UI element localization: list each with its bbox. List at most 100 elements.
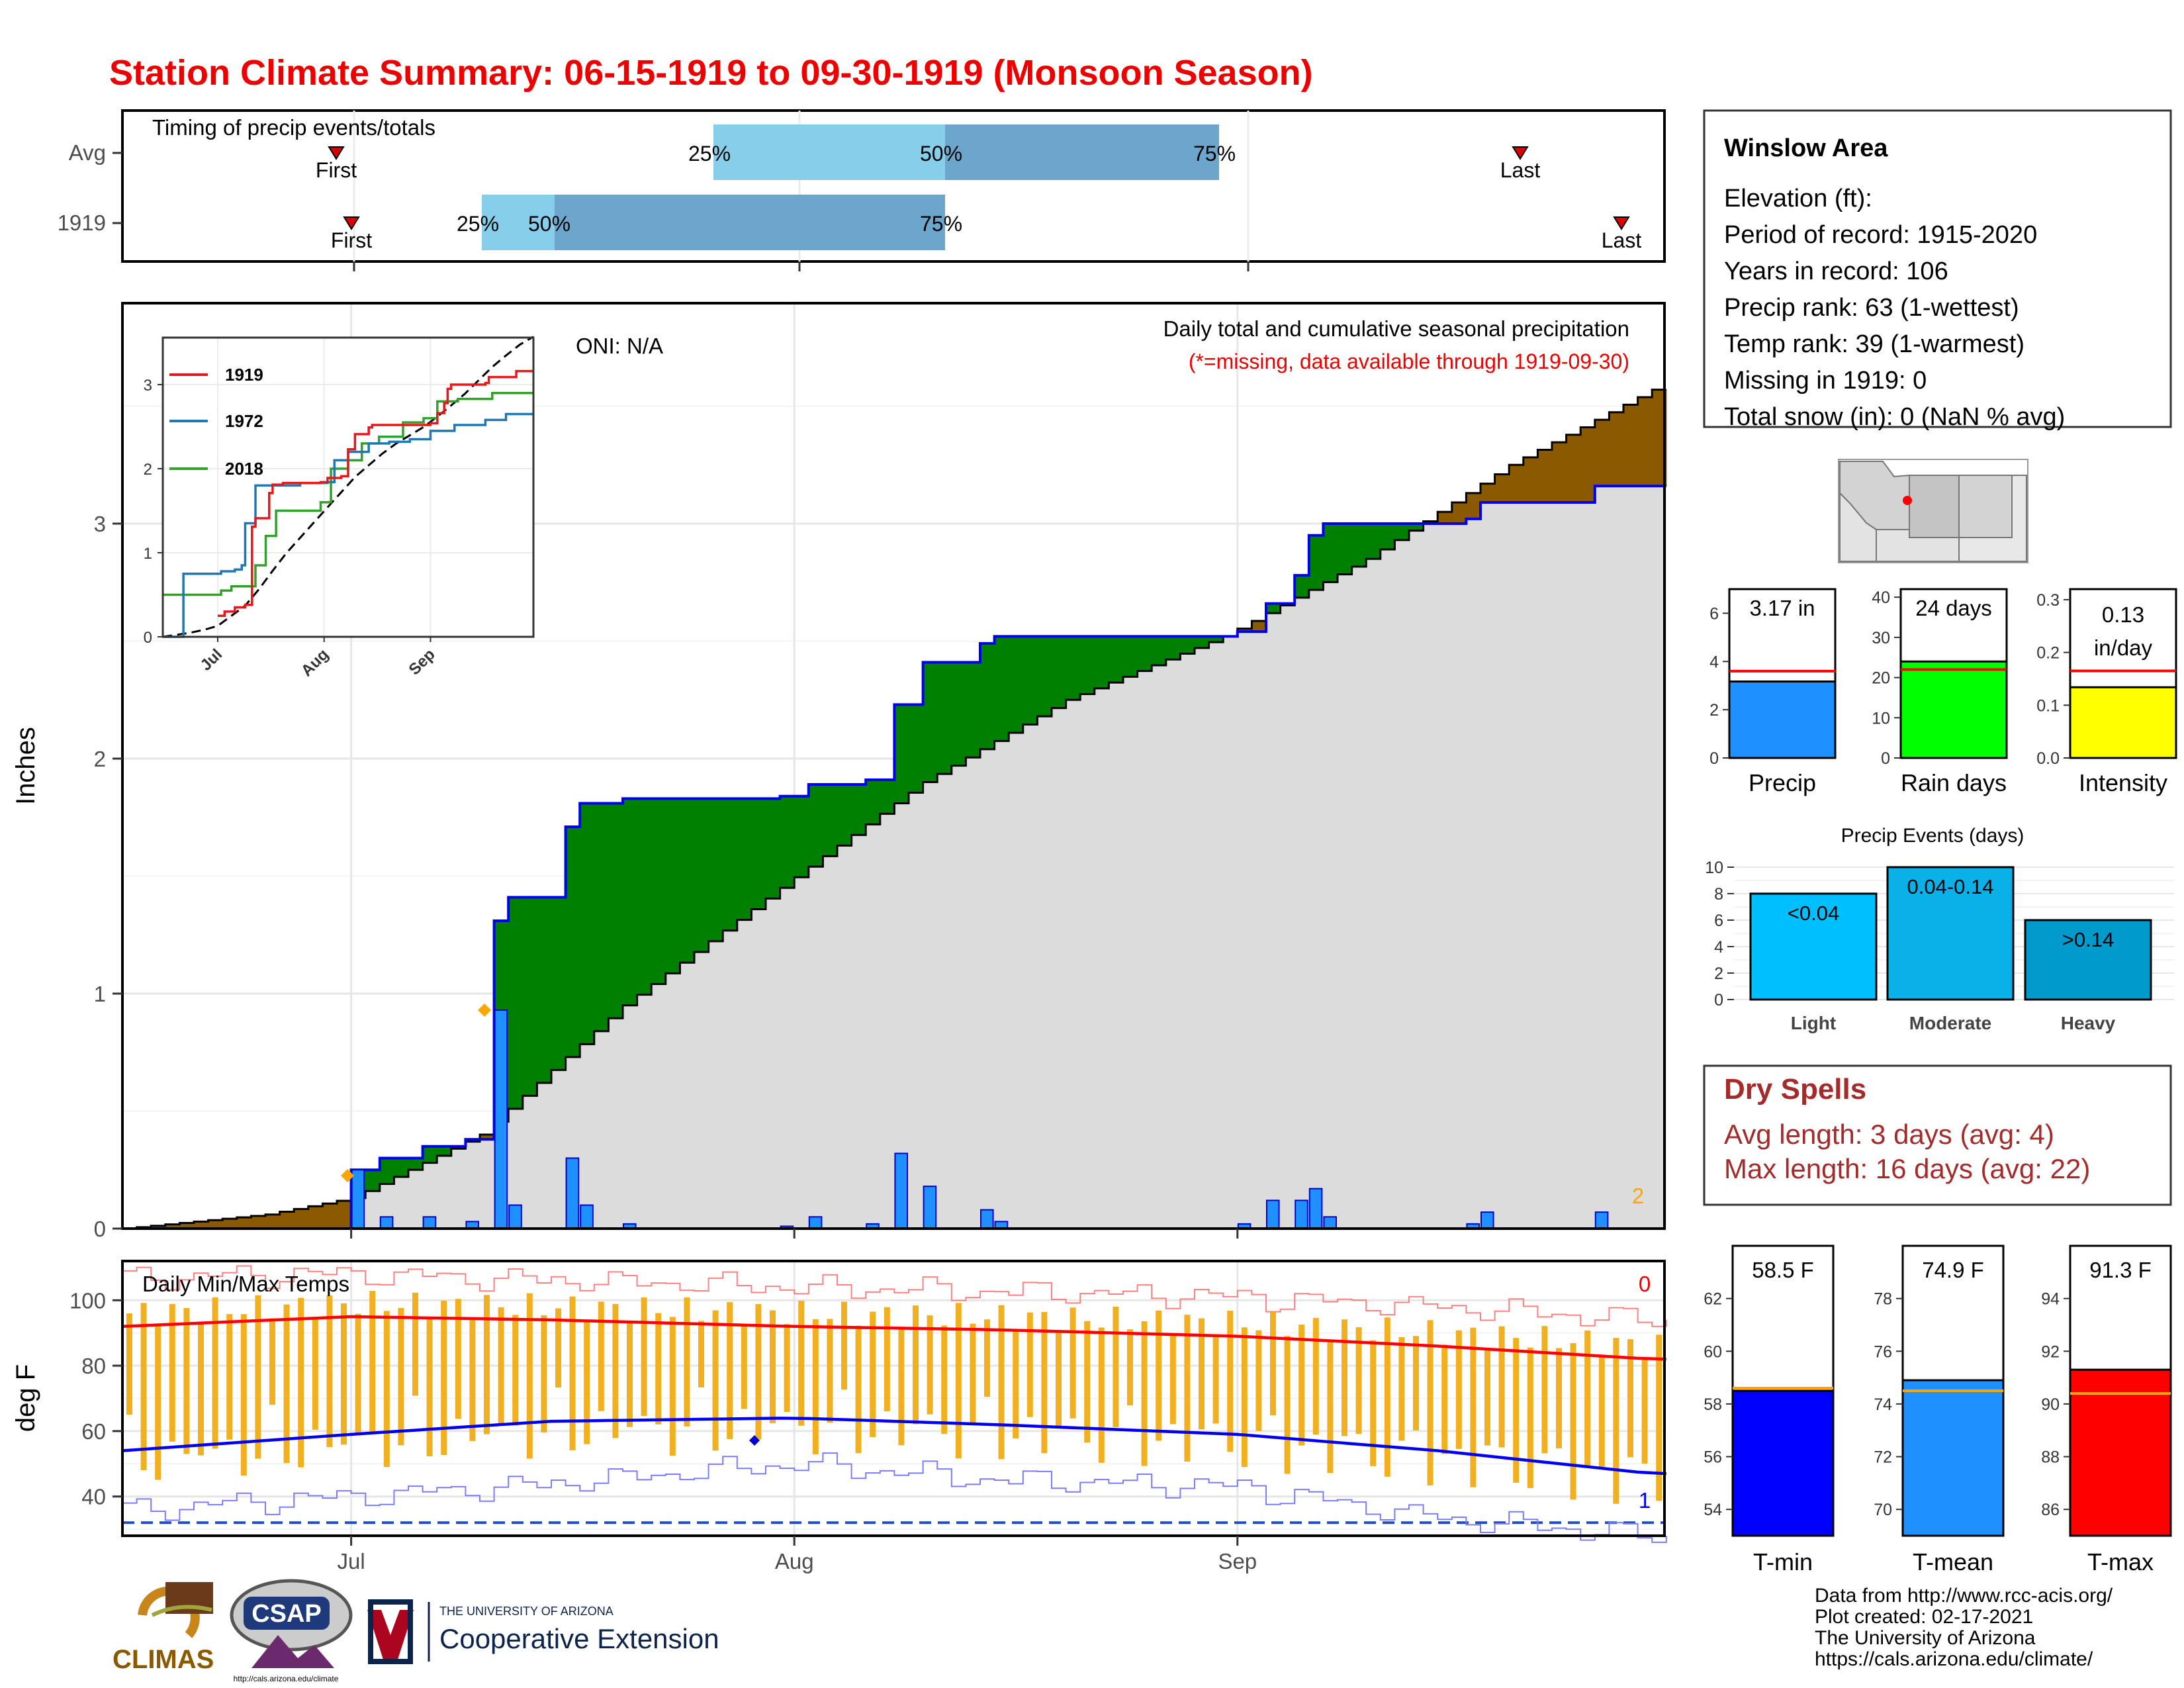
daily-precip-bar xyxy=(923,1186,937,1229)
temp-summary-value: 58.5 F xyxy=(1752,1258,1814,1282)
daily-precip-bar xyxy=(1308,1188,1323,1230)
temp-summary-y-tick-label: 90 xyxy=(2041,1395,2060,1414)
daily-temp-range-bar xyxy=(898,1328,905,1446)
daily-temp-range-bar xyxy=(1384,1317,1390,1477)
daily-temp-range-bar xyxy=(1298,1325,1305,1446)
daily-temp-range-bar xyxy=(355,1313,361,1436)
daily-temp-range-bar xyxy=(1413,1336,1419,1430)
station-info-line: Elevation (ft): xyxy=(1724,185,1872,212)
daily-temp-range-bar xyxy=(598,1301,604,1411)
dry-spells-avg: Avg length: 3 days (avg: 4) xyxy=(1724,1119,2054,1150)
summary-y-tick-label: 0.0 xyxy=(2036,749,2060,768)
daily-temp-range-bar xyxy=(641,1297,647,1416)
daily-temp-range-bar xyxy=(1127,1329,1133,1405)
daily-temp-range-bar xyxy=(1084,1321,1091,1443)
summary-value-unit: in/day xyxy=(2094,635,2153,660)
csap-url: http://cals.arizona.edu/climate xyxy=(234,1674,339,1683)
inset-legend: 1919 1972 2018 xyxy=(169,365,263,479)
summary-bar xyxy=(1899,660,2008,759)
daily-temp-range-bar xyxy=(484,1295,490,1434)
missing-marker-icon xyxy=(341,1169,354,1182)
daily-temp-range-bar xyxy=(1113,1306,1119,1427)
daily-temp-range-bar xyxy=(183,1307,190,1454)
avg-last-label: Last xyxy=(1500,158,1541,182)
summary-chart-precip: 3.17 in 0 2 4 6 Precip xyxy=(1709,588,1837,796)
daily-temp-range-bar xyxy=(412,1292,418,1396)
daily-temp-range-bar xyxy=(441,1300,447,1455)
year-q25-q50-bar xyxy=(482,195,555,250)
daily-precip-bar xyxy=(379,1216,394,1229)
precip-event-label: Light xyxy=(1791,1013,1836,1033)
station-info-box: Winslow Area Elevation (ft): Period of re… xyxy=(1703,109,2172,431)
temp-summary-y-tick-label: 60 xyxy=(1704,1342,1722,1361)
temp-summary-y-tick-label: 62 xyxy=(1704,1290,1722,1309)
daily-precip-bar xyxy=(1594,1211,1609,1230)
timing-panel: Timing of precip events/totals 25% 50% 7… xyxy=(58,109,1666,271)
daily-temp-range-bar xyxy=(1656,1335,1662,1501)
daily-temp-range-bar xyxy=(140,1303,147,1470)
daily-temp-range-bar xyxy=(698,1321,704,1387)
daily-precip-bar xyxy=(565,1157,580,1229)
summary-value-label: 24 days xyxy=(1915,596,1992,620)
avg-q25-q50-bar xyxy=(713,124,945,180)
daily-temp-range-bar xyxy=(827,1319,833,1423)
average-min-line xyxy=(122,1417,1666,1476)
daily-precip-bar xyxy=(494,1009,508,1229)
page-title: Station Climate Summary: 06-15-1919 to 0… xyxy=(109,53,1313,93)
summary-bar-charts: 3.17 in 0 2 4 6 Precip 24 days 0 10 20 30 40 Rain da… xyxy=(1709,588,2177,796)
daily-precip-bar xyxy=(1295,1199,1308,1230)
daily-temp-range-bar xyxy=(1026,1312,1033,1417)
station-info-line: Total snow (in): 0 (NaN % avg) xyxy=(1724,403,2065,431)
temp-label: Daily Min/Max Temps xyxy=(142,1272,349,1296)
summary-chart-rain-days: 24 days 0 10 20 30 40 Rain days xyxy=(1872,588,2008,796)
daily-temp-range-bar xyxy=(1184,1315,1191,1462)
daily-temp-range-bar xyxy=(1455,1330,1462,1449)
daily-temp-range-bar xyxy=(1627,1339,1633,1458)
daily-temp-range-bar xyxy=(955,1303,962,1459)
year-p25-label: 25% xyxy=(457,212,499,236)
year-cumulative-line xyxy=(122,485,1666,1230)
daily-temp-range-bar xyxy=(1255,1330,1262,1431)
inset-y-tick-label: 3 xyxy=(144,377,152,395)
daily-precip-bar xyxy=(508,1204,522,1229)
year-p75-label: 75% xyxy=(920,212,962,236)
precip-event-bar xyxy=(1749,892,1878,1001)
daily-temp-range-bar xyxy=(1098,1327,1105,1463)
csap-text: CSAP xyxy=(251,1600,322,1628)
daily-precip-bar xyxy=(1323,1216,1338,1229)
daily-temp-range-bar xyxy=(255,1295,261,1459)
daily-temp-range-bar xyxy=(627,1321,633,1427)
precip-event-range: <0.04 xyxy=(1788,902,1839,925)
summary-y-tick-label: 2 xyxy=(1709,701,1719,720)
daily-precip-bar xyxy=(894,1152,909,1230)
inset-average-line xyxy=(162,336,534,638)
daily-temp-range-bar xyxy=(1156,1310,1162,1441)
summary-value-label: 3.17 in xyxy=(1749,596,1815,620)
precip-events-title: Precip Events (days) xyxy=(1841,825,2025,847)
summary-y-tick-label: 4 xyxy=(1709,653,1719,671)
daily-temp-range-bar xyxy=(383,1311,390,1468)
summary-value-label: 0.13 xyxy=(2102,602,2144,627)
month-label: Jul xyxy=(338,1549,365,1573)
y-tick-label: 0 xyxy=(94,1217,106,1241)
daily-temp-range-bar xyxy=(1470,1327,1477,1487)
temp-y-tick-label: 80 xyxy=(81,1354,106,1378)
precip-y-label: Inches xyxy=(11,727,40,805)
temp-summary-y-tick-label: 88 xyxy=(2041,1448,2060,1467)
events-y-tick-label: 6 xyxy=(1714,912,1723,930)
record-marker-icon xyxy=(749,1435,760,1446)
daily-temp-range-bar xyxy=(226,1314,233,1440)
daily-temp-range-bar xyxy=(1199,1318,1205,1430)
daily-temp-range-bar xyxy=(1212,1334,1219,1424)
station-name: Winslow Area xyxy=(1724,134,1888,162)
daily-temp-range-bar xyxy=(1270,1311,1276,1416)
year-q50-q75-bar xyxy=(555,195,945,250)
temp-y-tick-label: 100 xyxy=(69,1288,106,1313)
temp-summary-t-mean: 74.9 F 70 72 74 76 78 T-mean xyxy=(1874,1244,2005,1575)
y-tick-label: 3 xyxy=(94,512,106,536)
inset-legend-2018: 2018 xyxy=(225,459,263,479)
summary-axis-label: Intensity xyxy=(2079,769,2167,796)
daily-precip-bar xyxy=(1266,1199,1280,1230)
inset-legend-1919: 1919 xyxy=(225,365,263,385)
